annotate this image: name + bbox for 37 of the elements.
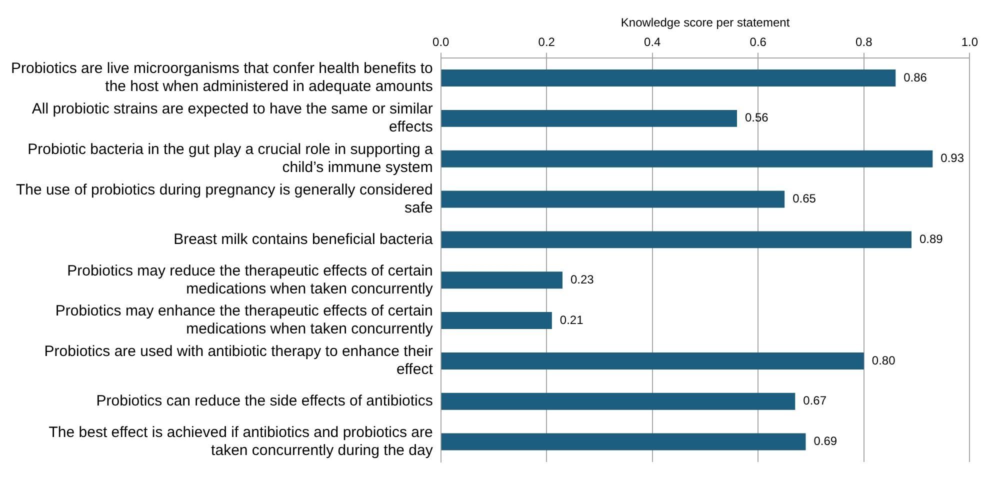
bar bbox=[441, 312, 552, 330]
bar bbox=[441, 150, 933, 168]
bar bbox=[441, 392, 796, 410]
bar bbox=[441, 433, 806, 450]
x-tick-label: 0.8 bbox=[856, 34, 873, 49]
y-tick-label: All probiotic strains are expected to have the same or similar effects bbox=[32, 100, 433, 136]
data-label: 0.56 bbox=[744, 110, 769, 125]
data-label: 0.65 bbox=[792, 192, 816, 206]
y-tick-label: The use of probiotics during pregnancy is generally considered safe bbox=[16, 181, 433, 216]
x-tick-label: 0.0 bbox=[432, 34, 450, 49]
bar bbox=[441, 231, 912, 248]
bar bbox=[441, 110, 737, 127]
y-tick-label: Breast milk contains beneficial bacteria bbox=[174, 230, 434, 248]
y-tick-label: Probiotics may enhance the therapeutic effects of certain medications when taken concurrently bbox=[55, 302, 434, 338]
y-tick-label: Probiotics can reduce the side effects of antibiotics bbox=[96, 392, 433, 410]
x-tick-label: 0.2 bbox=[538, 34, 556, 49]
data-label: 0.89 bbox=[919, 232, 944, 246]
x-axis-title: Knowledge score per statement bbox=[620, 16, 790, 30]
x-tick-label: 0.4 bbox=[644, 34, 662, 49]
y-tick-label: Probiotic bacteria in the gut play a crucial role in supporting a child’s immune system bbox=[28, 140, 434, 176]
y-tick-label: The best effect is achieved if antibiotics and probiotics are taken concurrently during the day bbox=[48, 424, 434, 459]
data-label: 0.69 bbox=[814, 434, 838, 448]
y-tick-label: Probiotics are live microorganisms that confer health benefits to the host when administered in adequate amounts bbox=[10, 60, 433, 96]
y-tick-label: Probiotics are used with antibiotic therapy to enhance their effect bbox=[44, 343, 434, 378]
data-label: 0.21 bbox=[560, 312, 584, 327]
x-tick-label: 1.0 bbox=[961, 34, 978, 49]
bar bbox=[441, 70, 896, 86]
y-tick-label: Probiotics may reduce the therapeutic effects of certain medications when taken concurrently bbox=[67, 262, 434, 298]
data-label: 0.23 bbox=[570, 272, 594, 286]
bar bbox=[441, 190, 785, 208]
bar bbox=[441, 272, 562, 289]
data-label: 0.86 bbox=[904, 70, 928, 84]
data-label: 0.93 bbox=[940, 151, 964, 166]
data-label: 0.80 bbox=[872, 353, 896, 368]
bar bbox=[441, 352, 864, 370]
x-tick-label: 0.6 bbox=[750, 34, 767, 49]
data-label: 0.67 bbox=[803, 394, 827, 408]
